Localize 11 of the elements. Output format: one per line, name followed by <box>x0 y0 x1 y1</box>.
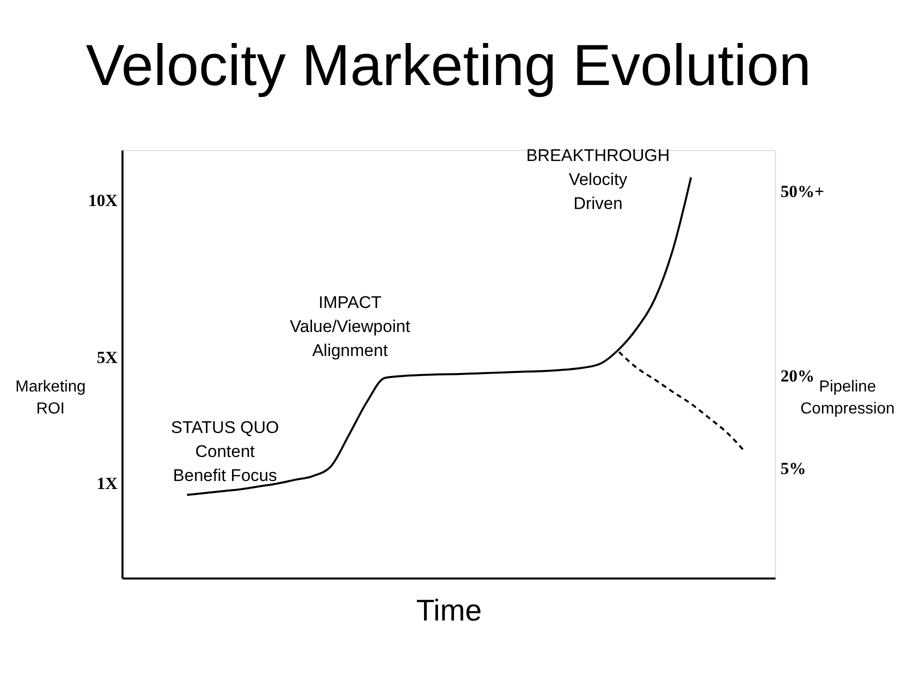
y-tick-label: 10X <box>88 190 118 210</box>
chart-title: Velocity Marketing Evolution <box>86 33 812 98</box>
y-tick-label: 1X <box>96 474 118 494</box>
annotation: IMPACT Value/Viewpoint Alignment <box>290 293 410 360</box>
y2-tick-label: 5% <box>780 458 806 478</box>
y-tick-label: 5X <box>96 348 118 368</box>
y-axis-title: Marketing ROI <box>15 378 86 418</box>
annotation: BREAKTHROUGH Velocity Driven <box>526 146 670 213</box>
y2-tick-label: 50%+ <box>780 182 824 201</box>
annotation: STATUS QUO Content Benefit Focus <box>171 418 279 485</box>
x-axis-title: Time <box>416 594 482 628</box>
